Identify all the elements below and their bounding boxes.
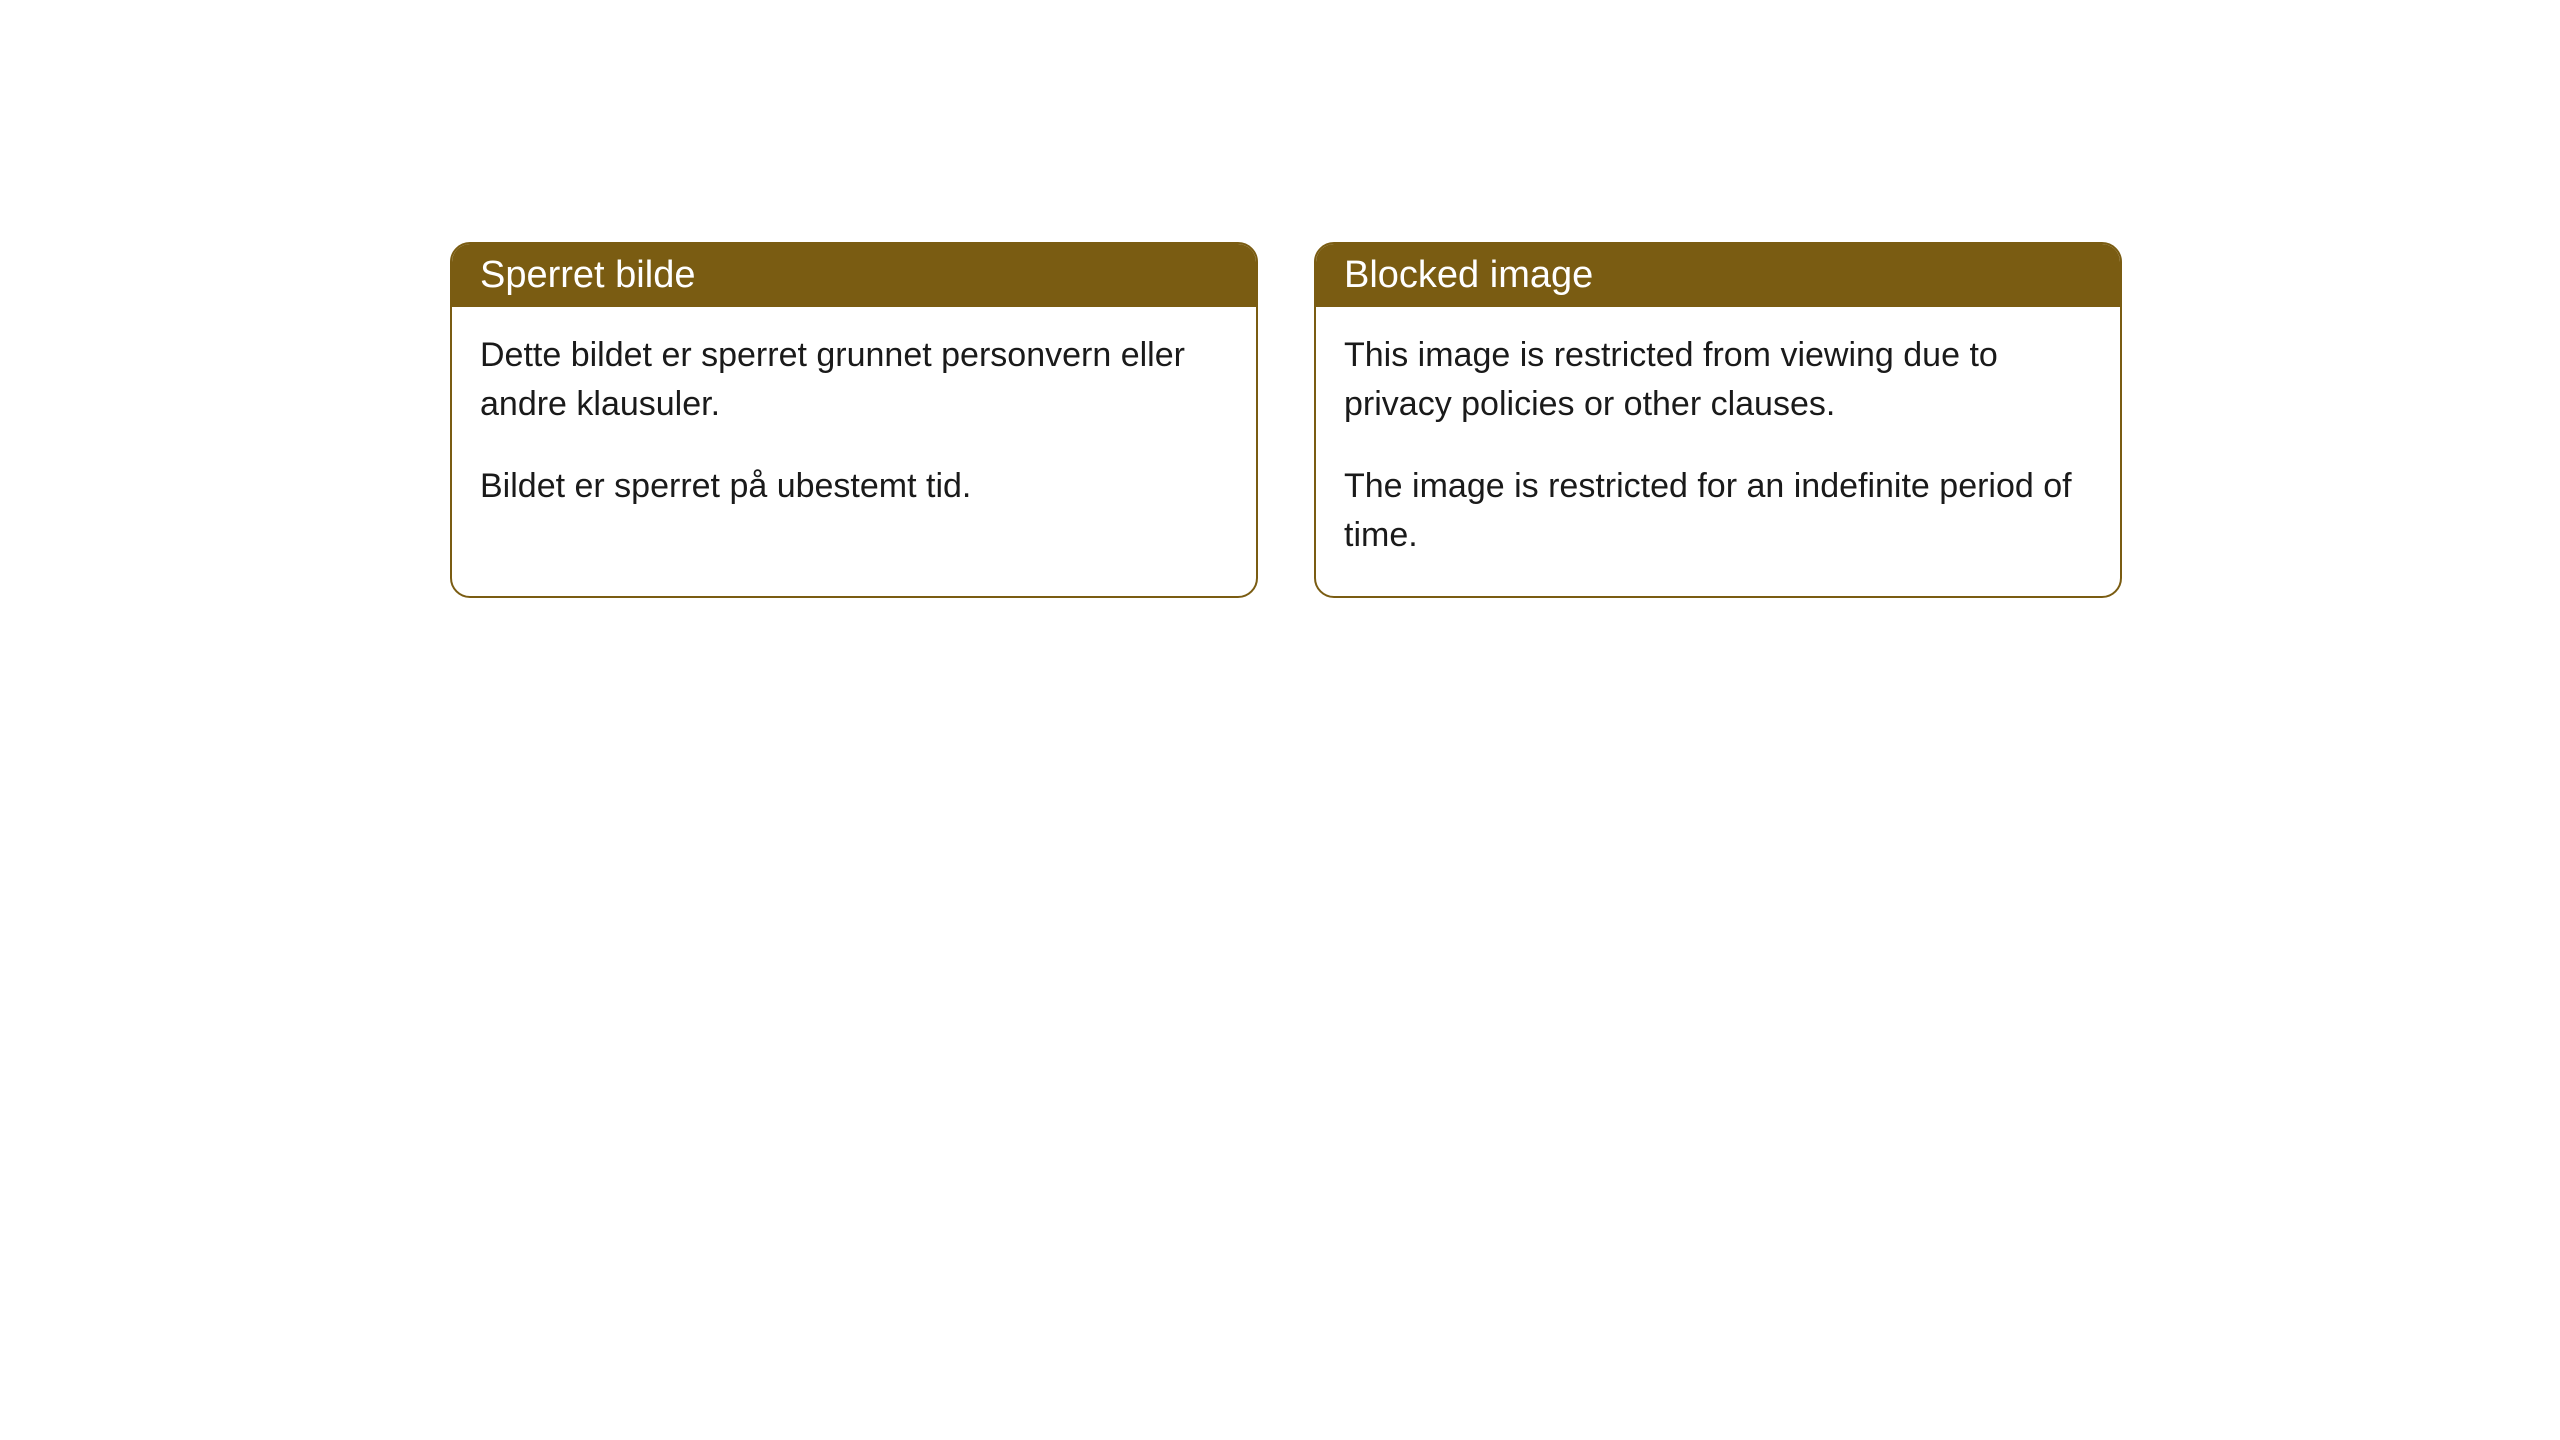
- card-paragraph-1: Dette bildet er sperret grunnet personve…: [480, 331, 1228, 430]
- blocked-image-card-norwegian: Sperret bilde Dette bildet er sperret gr…: [450, 242, 1258, 598]
- card-header: Sperret bilde: [452, 244, 1256, 307]
- card-title: Blocked image: [1344, 254, 1593, 296]
- card-body: Dette bildet er sperret grunnet personve…: [452, 307, 1256, 547]
- card-body: This image is restricted from viewing du…: [1316, 307, 2120, 596]
- card-title: Sperret bilde: [480, 254, 695, 296]
- card-paragraph-1: This image is restricted from viewing du…: [1344, 331, 2092, 430]
- card-header: Blocked image: [1316, 244, 2120, 307]
- blocked-image-card-english: Blocked image This image is restricted f…: [1314, 242, 2122, 598]
- card-paragraph-2: Bildet er sperret på ubestemt tid.: [480, 462, 1228, 511]
- card-paragraph-2: The image is restricted for an indefinit…: [1344, 462, 2092, 561]
- notice-cards-container: Sperret bilde Dette bildet er sperret gr…: [450, 242, 2122, 598]
